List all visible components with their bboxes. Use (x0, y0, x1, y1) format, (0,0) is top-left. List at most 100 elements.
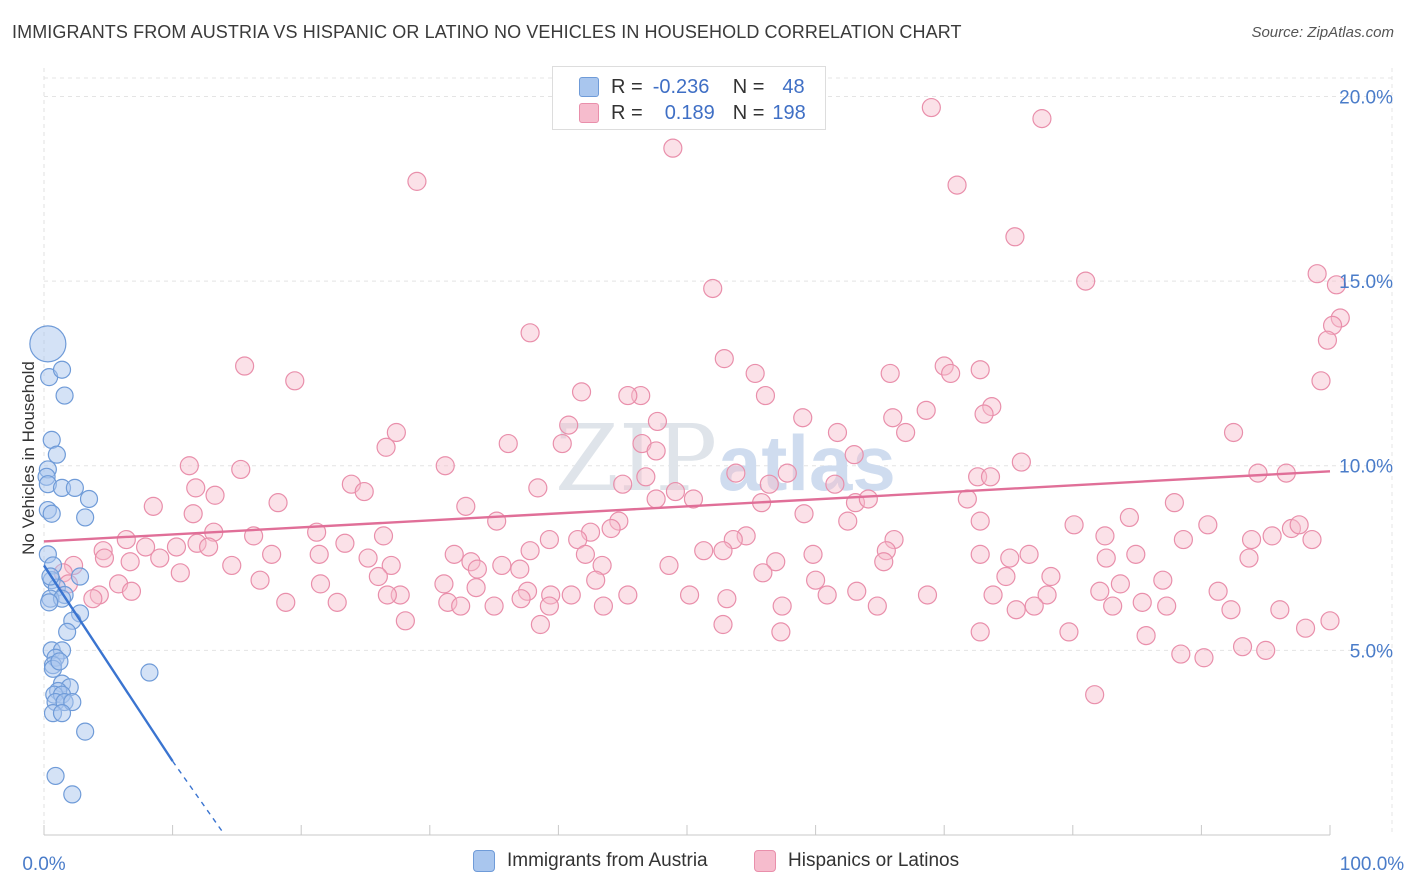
point-hispanic (1153, 570, 1173, 590)
point-hispanic (884, 529, 904, 550)
watermark-atlas: atlas (718, 419, 896, 507)
point-hispanic (1223, 422, 1244, 443)
point-hispanic (1119, 507, 1139, 528)
point-hispanic (250, 570, 270, 590)
point-hispanic (618, 585, 638, 605)
point-hispanic (170, 563, 190, 583)
point-hispanic (444, 544, 464, 564)
point-hispanic (94, 548, 115, 568)
point-hispanic (1132, 592, 1152, 612)
point-hispanic (736, 526, 756, 546)
point-hispanic (974, 404, 994, 424)
point-hispanic (982, 397, 1002, 417)
point-hispanic (1085, 685, 1105, 705)
point-hispanic (438, 592, 458, 612)
point-hispanic (874, 552, 894, 572)
point-hispanic (1248, 463, 1268, 483)
legend-r-label: R = (611, 75, 643, 98)
legend-row-austria: R = -0.236 N = 48 (579, 75, 805, 99)
point-hispanic (1064, 515, 1084, 535)
point-hispanic (1302, 529, 1322, 550)
point-hispanic (1037, 585, 1057, 605)
point-hispanic (517, 581, 538, 601)
point-hispanic (793, 408, 813, 428)
point-hispanic (883, 408, 903, 428)
point-hispanic (1256, 640, 1276, 660)
y-tick-label: 10.0% (1339, 457, 1393, 478)
point-hispanic (1103, 596, 1123, 616)
chart-title: IMMIGRANTS FROM AUSTRIA VS HISPANIC OR L… (12, 22, 962, 42)
point-hispanic (1005, 227, 1025, 247)
point-hispanic (575, 544, 596, 564)
point-hispanic (970, 622, 990, 642)
trend-lines (42, 470, 1331, 835)
point-austria (50, 652, 69, 671)
point-hispanic (1032, 109, 1052, 129)
point-hispanic (354, 481, 374, 502)
point-hispanic (199, 537, 219, 557)
point-hispanic (310, 574, 331, 594)
point-hispanic (1262, 526, 1282, 546)
point-hispanic (663, 138, 683, 158)
legend-row-hispanic: R = 0.189 N = 198 (579, 101, 806, 125)
legend-swatch-austria (473, 850, 495, 872)
legend-label-hispanic: Hispanics or Latinos (788, 850, 960, 871)
point-hispanic (876, 541, 896, 561)
watermark-zip: ZIP (555, 405, 717, 512)
point-hispanic (694, 541, 714, 561)
point-hispanic (1011, 452, 1031, 472)
legend-item-austria[interactable]: Immigrants from Austria (473, 850, 708, 872)
point-hispanic (1270, 600, 1290, 620)
point-hispanic (1157, 596, 1177, 616)
point-hispanic (377, 585, 397, 605)
y-axis-label: No Vehicles in Household (19, 361, 38, 555)
point-hispanic (235, 356, 255, 376)
point-hispanic (713, 614, 733, 635)
point-hispanic (376, 437, 396, 457)
point-hispanic (916, 400, 936, 420)
legend-n-value-austria: 48 (782, 75, 805, 98)
point-hispanic (309, 544, 329, 564)
point-hispanic (759, 474, 779, 494)
point-hispanic (601, 518, 621, 539)
point-hispanic (268, 493, 288, 513)
point-hispanic (492, 555, 512, 576)
point-hispanic (1171, 644, 1191, 664)
point-hispanic (1136, 625, 1156, 646)
y-tick-label: 20.0% (1339, 87, 1393, 108)
point-hispanic (434, 574, 454, 594)
point-austria (46, 766, 65, 786)
point-austria (42, 504, 61, 523)
point-hispanic (520, 323, 540, 343)
point-hispanic (1289, 515, 1309, 535)
point-hispanic (466, 577, 486, 598)
point-hispanic (1320, 611, 1340, 631)
chart-source: Source: ZipAtlas.com (1251, 24, 1394, 41)
point-hispanic (461, 552, 481, 572)
y-tick-label: 15.0% (1339, 272, 1393, 293)
point-austria (40, 593, 59, 612)
point-hispanic (435, 456, 455, 476)
point-austria (58, 622, 77, 642)
point-hispanic (231, 459, 251, 480)
point-hispanic (571, 382, 592, 402)
legend-r-value-hispanic: 0.189 (664, 101, 715, 124)
point-hispanic (665, 481, 686, 502)
legend-n-value-hispanic: 198 (772, 101, 806, 124)
point-hispanic (609, 511, 629, 531)
point-hispanic (1194, 648, 1214, 668)
point-hispanic (1241, 529, 1262, 550)
point-hispanic (1307, 264, 1327, 284)
legend-item-hispanic[interactable]: Hispanics or Latinos (754, 850, 959, 872)
point-hispanic (1198, 515, 1218, 535)
point-hispanic (1173, 529, 1193, 550)
point-hispanic (143, 496, 163, 516)
legend-label-austria: Immigrants from Austria (507, 850, 708, 871)
point-hispanic (1232, 637, 1253, 657)
point-austria (52, 704, 72, 723)
point-hispanic (970, 511, 990, 531)
point-hispanic (150, 548, 170, 568)
point-hispanic (717, 589, 737, 609)
point-hispanic (83, 589, 103, 609)
point-hispanic (335, 533, 355, 553)
